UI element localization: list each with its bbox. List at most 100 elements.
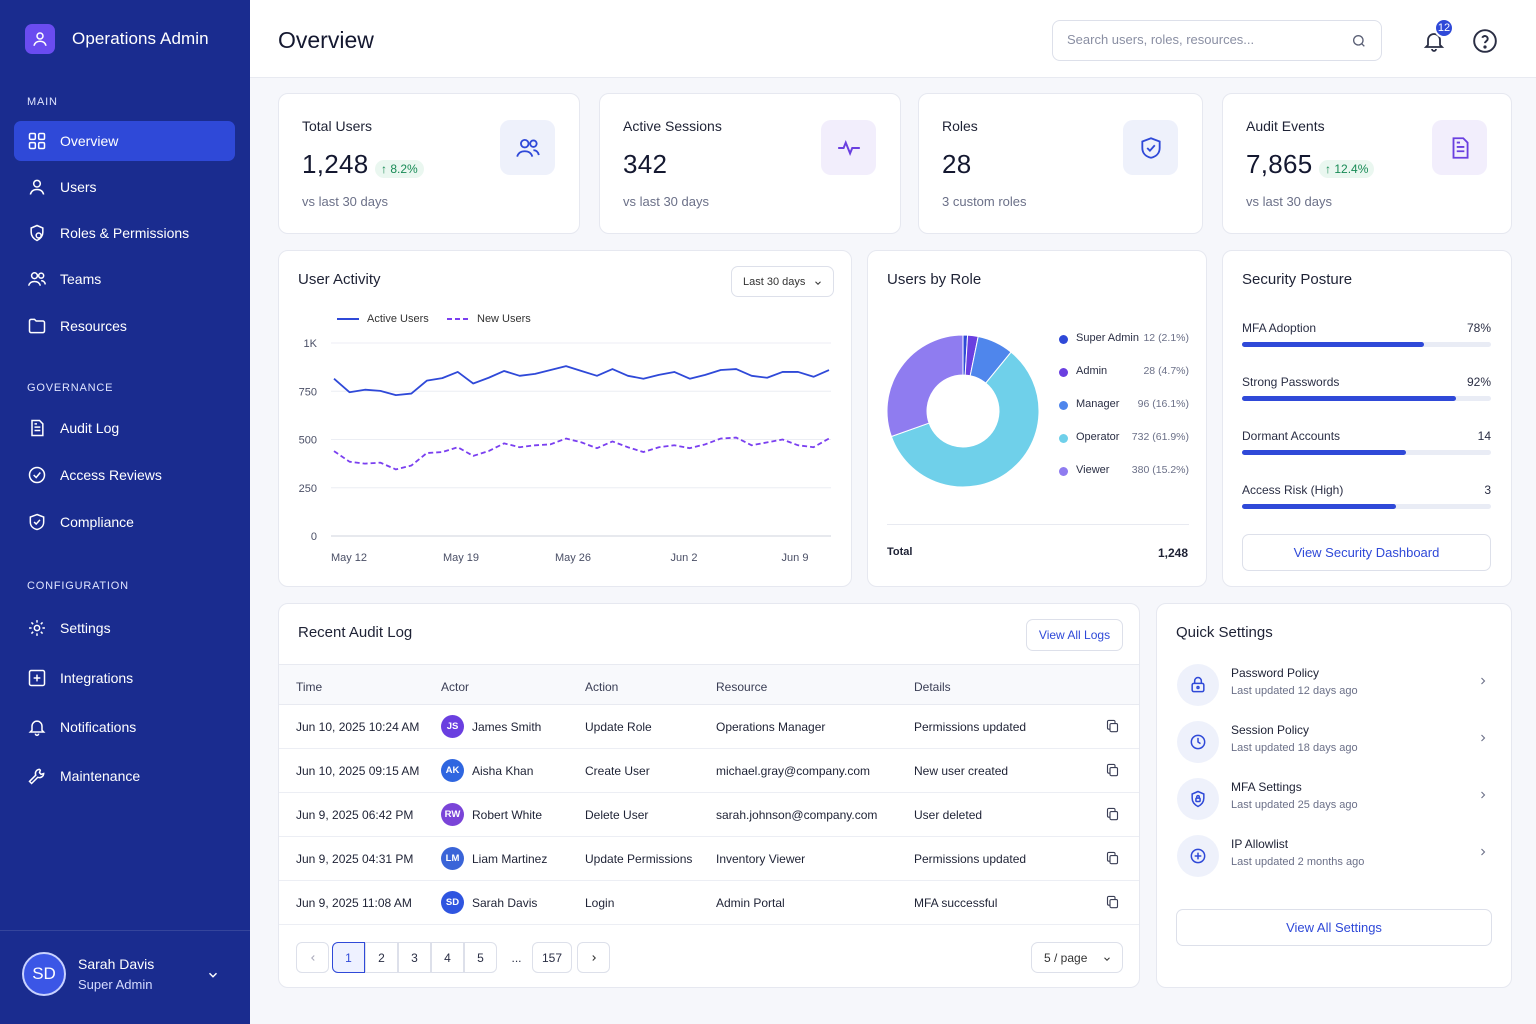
- legend-value: 96 (16.1%): [1137, 398, 1189, 410]
- page-title: Overview: [278, 27, 374, 53]
- chevron-down-icon: [1104, 957, 1110, 961]
- legend-label: Super Admin: [1076, 332, 1139, 344]
- overview-icon: [28, 132, 46, 150]
- cell-actor: Sarah Davis: [472, 896, 538, 910]
- users-by-role-card: Users by Role Super Admin 12 (2.1%) Admin 2…: [867, 250, 1207, 587]
- sidebar-item-roles[interactable]: Roles & Permissions: [14, 213, 235, 253]
- users-by-role-donut-chart: [886, 334, 1040, 488]
- posture-value: 3: [1484, 483, 1491, 497]
- legend-label: Viewer: [1076, 464, 1110, 476]
- pie-slice-viewer[interactable]: [886, 334, 964, 438]
- sidebar-item-compliance[interactable]: Compliance: [14, 502, 235, 542]
- page-button-last[interactable]: 157: [532, 942, 572, 973]
- header: Overview 12: [250, 0, 1536, 78]
- page-button-1[interactable]: 1: [332, 942, 365, 973]
- table-row[interactable]: SD Jun 9, 2025 11:08 AM Sarah Davis Login Ad…: [279, 881, 1139, 925]
- user-name: Sarah Davis: [78, 956, 155, 972]
- table-header: Time Actor Action Resource Details: [279, 664, 1139, 705]
- chevron-down-icon[interactable]: [206, 968, 220, 982]
- table-row[interactable]: AK Jun 10, 2025 09:15 AM Aisha Khan Create …: [279, 749, 1139, 793]
- card-title: User Activity: [298, 271, 381, 288]
- chevron-right-icon: [1477, 674, 1489, 692]
- quick-setting-item[interactable]: MFA Settings Last updated 25 days ago: [1177, 775, 1493, 825]
- table-row[interactable]: LM Jun 9, 2025 04:31 PM Liam Martinez Updat…: [279, 837, 1139, 881]
- sidebar-item-label: Notifications: [60, 719, 137, 735]
- shield-icon: [29, 513, 45, 531]
- per-page-select[interactable]: 5 / page: [1031, 942, 1123, 973]
- copy-icon[interactable]: [1105, 850, 1120, 869]
- posture-progress-bar: [1242, 504, 1491, 509]
- sidebar-item-access-reviews[interactable]: Access Reviews: [14, 455, 235, 495]
- cell-actor: James Smith: [472, 720, 542, 734]
- range-dropdown[interactable]: Last 30 days: [731, 266, 834, 297]
- stat-card-audit-events: Audit Events 7,865 ↑ 12.4% vs last 30 da…: [1222, 93, 1512, 234]
- search-box[interactable]: [1052, 20, 1382, 61]
- quick-setting-item[interactable]: Password Policy Last updated 12 days ago: [1177, 661, 1493, 711]
- sidebar-item-audit-log[interactable]: Audit Log: [14, 408, 235, 448]
- page-button-2[interactable]: 2: [365, 942, 398, 973]
- stat-subtitle: vs last 30 days: [1246, 194, 1332, 209]
- sidebar-item-integrations[interactable]: Integrations: [14, 658, 235, 698]
- security-posture-card: Security Posture MFA Adoption 78% Strong P…: [1222, 250, 1512, 587]
- sidebar-item-users[interactable]: Users: [14, 167, 235, 207]
- copy-icon[interactable]: [1105, 718, 1120, 737]
- sidebar-item-maintenance[interactable]: Maintenance: [14, 756, 235, 796]
- document-icon: [31, 419, 44, 437]
- legend-value: 380 (15.2%): [1131, 464, 1189, 476]
- shield-check-icon: [28, 466, 46, 484]
- sidebar-item-overview[interactable]: Overview: [14, 121, 235, 161]
- roles-icon: [30, 224, 44, 242]
- legend-dot: [1059, 368, 1068, 377]
- sidebar-divider: [0, 930, 250, 931]
- sidebar-item-teams[interactable]: Teams: [14, 259, 235, 299]
- current-user[interactable]: SD Sarah Davis Super Admin: [22, 952, 228, 996]
- help-icon[interactable]: [1472, 28, 1498, 54]
- view-security-dashboard-button[interactable]: View Security Dashboard: [1242, 534, 1491, 571]
- section-label-governance: GOVERNANCE: [27, 382, 114, 394]
- copy-icon[interactable]: [1105, 894, 1120, 913]
- sidebar-item-label: Audit Log: [60, 420, 120, 436]
- lock-icon: [1177, 664, 1219, 706]
- page-button-4[interactable]: 4: [431, 942, 464, 973]
- column-header-details[interactable]: Details: [914, 680, 951, 694]
- legend-value: 28 (4.7%): [1143, 365, 1189, 377]
- chevron-down-icon: [815, 281, 821, 285]
- quick-setting-item[interactable]: Session Policy Last updated 18 days ago: [1177, 718, 1493, 768]
- sidebar-item-settings[interactable]: Settings: [14, 608, 235, 648]
- table-row[interactable]: RW Jun 9, 2025 06:42 PM Robert White Delete…: [279, 793, 1139, 837]
- search-icon[interactable]: [1351, 33, 1367, 49]
- actor-avatar: LM: [441, 847, 464, 870]
- cell-details: Permissions updated: [914, 852, 1027, 866]
- stat-subtitle: 3 custom roles: [942, 194, 1027, 209]
- quick-setting-updated: Last updated 2 months ago: [1231, 856, 1365, 868]
- stat-value: 342: [623, 149, 668, 179]
- page-button-3[interactable]: 3: [398, 942, 431, 973]
- column-header-resource[interactable]: Resource: [716, 680, 768, 694]
- column-header-action[interactable]: Action: [585, 680, 619, 694]
- legend-label: Active Users: [367, 313, 429, 325]
- sidebar-item-resources[interactable]: Resources: [14, 306, 235, 346]
- brand[interactable]: Operations Admin: [25, 24, 209, 54]
- pie-slice-operator[interactable]: [890, 351, 1040, 488]
- search-input[interactable]: [1067, 32, 1337, 47]
- teams-icon: [27, 272, 47, 286]
- cell-details: New user created: [914, 764, 1009, 778]
- copy-icon[interactable]: [1105, 762, 1120, 781]
- quick-setting-item[interactable]: IP Allowlist Last updated 2 months ago: [1177, 832, 1493, 882]
- sidebar: Operations Admin MAIN GOVERNANCE CONFIGU…: [0, 0, 250, 1024]
- page-button-5[interactable]: 5: [464, 942, 497, 973]
- prev-page-button[interactable]: [296, 942, 329, 973]
- shield-lock-icon: [1177, 778, 1219, 820]
- cell-action: Update Permissions: [585, 852, 693, 866]
- quick-settings-card: Quick Settings Password Policy Last updat…: [1156, 603, 1512, 988]
- view-all-settings-button[interactable]: View All Settings: [1176, 909, 1492, 946]
- view-all-logs-button[interactable]: View All Logs: [1026, 619, 1123, 651]
- notification-badge: 12: [1434, 18, 1454, 38]
- copy-icon[interactable]: [1105, 806, 1120, 825]
- posture-label: MFA Adoption: [1242, 321, 1317, 335]
- table-row[interactable]: JS Jun 10, 2025 10:24 AM James Smith Update…: [279, 705, 1139, 749]
- sidebar-item-notifications[interactable]: Notifications: [14, 707, 235, 747]
- next-page-button[interactable]: [577, 942, 610, 973]
- column-header-time[interactable]: Time: [296, 680, 323, 694]
- column-header-actor[interactable]: Actor: [441, 680, 470, 694]
